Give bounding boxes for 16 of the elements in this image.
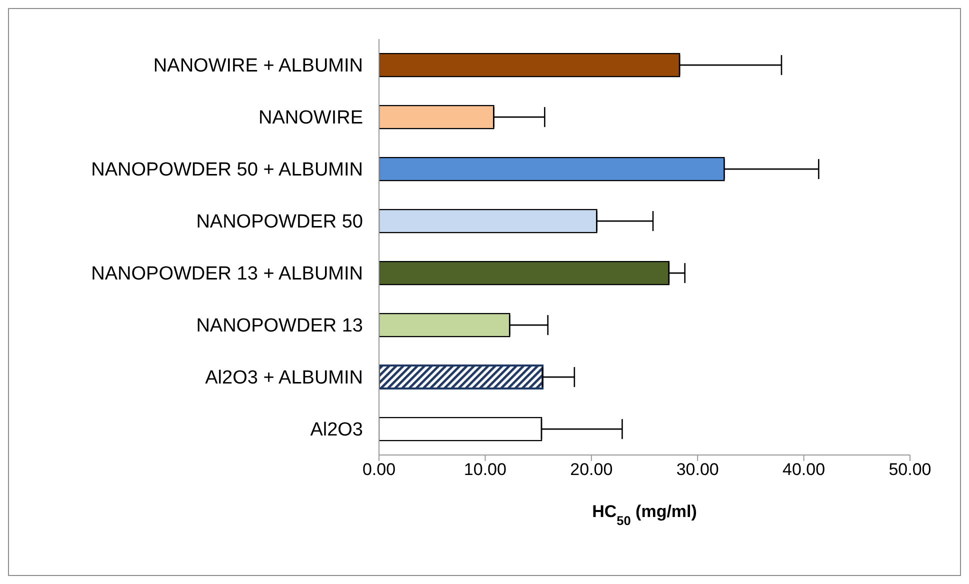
y-tick-label: Al2O3 + ALBUMIN [205,368,363,389]
x-tick-label: 50.00 [888,460,932,480]
x-tick-label: 10.00 [464,460,506,480]
y-tick-label: NANOWIRE [258,108,363,129]
y-tick-label: NANOPOWDER 13 [196,316,363,337]
y-tick-label: NANOPOWDER 50 + ALBUMIN [91,160,363,181]
y-tick-label: NANOPOWDER 50 [196,212,363,233]
x-tick-label: 40.00 [782,460,826,480]
y-tick-label: NANOPOWDER 13 + ALBUMIN [91,264,363,285]
x-tick-label: 30.00 [676,460,719,480]
x-axis-title: HC$_{50}$ (mg/ml) [592,502,697,528]
y-tick-label: NANOWIRE + ALBUMIN [153,56,363,77]
x-tick-label: 20.00 [570,460,613,480]
bar [379,364,544,390]
x-tick-label: 0.00 [362,460,396,480]
y-tick-label: Al2O3 [310,420,363,441]
